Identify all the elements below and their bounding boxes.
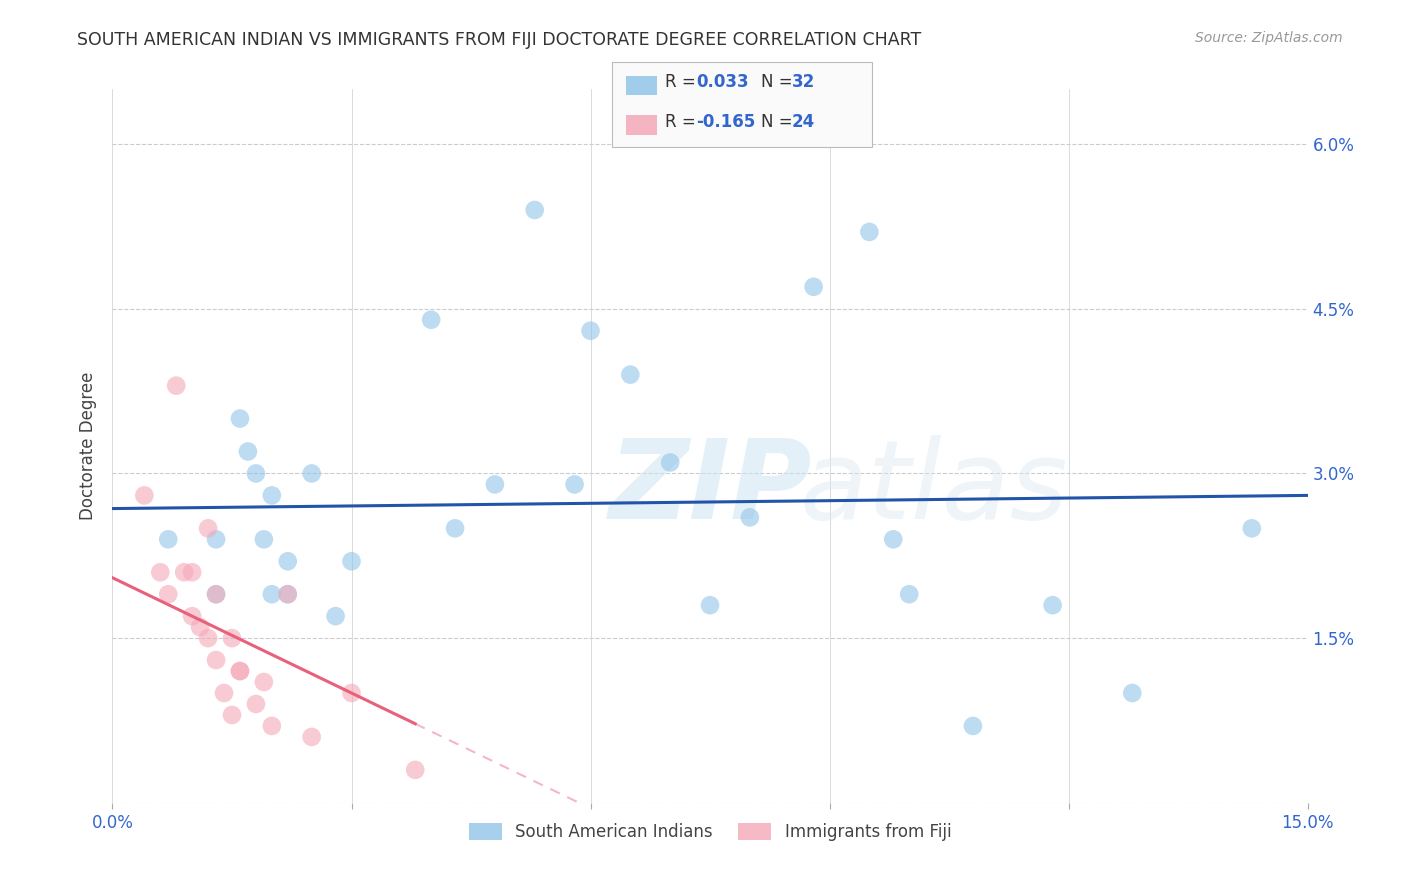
Point bbox=[579, 324, 602, 338]
Point bbox=[134, 488, 156, 502]
Point bbox=[882, 533, 904, 547]
Text: N =: N = bbox=[761, 113, 797, 131]
Point bbox=[260, 587, 283, 601]
Point bbox=[738, 510, 761, 524]
Point bbox=[420, 312, 443, 326]
Point bbox=[245, 467, 267, 481]
Point bbox=[165, 378, 187, 392]
Point bbox=[205, 653, 228, 667]
Point bbox=[444, 521, 467, 535]
Point bbox=[188, 620, 211, 634]
Point bbox=[898, 587, 921, 601]
Text: R =: R = bbox=[665, 113, 702, 131]
Y-axis label: Doctorate Degree: Doctorate Degree bbox=[79, 372, 97, 520]
Point bbox=[197, 631, 219, 645]
Text: N =: N = bbox=[761, 73, 797, 91]
Point bbox=[699, 598, 721, 612]
Point bbox=[253, 675, 276, 690]
Text: SOUTH AMERICAN INDIAN VS IMMIGRANTS FROM FIJI DOCTORATE DEGREE CORRELATION CHART: SOUTH AMERICAN INDIAN VS IMMIGRANTS FROM… bbox=[77, 31, 921, 49]
Point bbox=[277, 587, 299, 601]
Point bbox=[340, 554, 363, 568]
Point bbox=[484, 477, 506, 491]
Point bbox=[277, 587, 299, 601]
Point bbox=[523, 202, 546, 217]
Legend: South American Indians, Immigrants from Fiji: South American Indians, Immigrants from … bbox=[463, 816, 957, 848]
Point bbox=[858, 225, 880, 239]
Point bbox=[260, 488, 283, 502]
Point bbox=[157, 587, 180, 601]
Text: R =: R = bbox=[665, 73, 702, 91]
Point bbox=[157, 533, 180, 547]
Point bbox=[197, 521, 219, 535]
Point bbox=[205, 587, 228, 601]
Point bbox=[564, 477, 586, 491]
Point bbox=[205, 587, 228, 601]
Point bbox=[205, 533, 228, 547]
Point bbox=[1240, 521, 1263, 535]
Point bbox=[340, 686, 363, 700]
Point bbox=[1121, 686, 1143, 700]
Point bbox=[221, 631, 243, 645]
Point bbox=[301, 730, 323, 744]
Point bbox=[236, 444, 259, 458]
Text: -0.165: -0.165 bbox=[696, 113, 755, 131]
Point bbox=[962, 719, 984, 733]
Text: 32: 32 bbox=[792, 73, 815, 91]
Point bbox=[1042, 598, 1064, 612]
Point bbox=[803, 280, 825, 294]
Point bbox=[619, 368, 641, 382]
Text: 0.033: 0.033 bbox=[696, 73, 748, 91]
Point bbox=[404, 763, 426, 777]
Point bbox=[245, 697, 267, 711]
Point bbox=[173, 566, 195, 580]
Text: atlas: atlas bbox=[800, 435, 1069, 542]
Point bbox=[181, 609, 204, 624]
Point bbox=[277, 554, 299, 568]
Text: Source: ZipAtlas.com: Source: ZipAtlas.com bbox=[1195, 31, 1343, 45]
Point bbox=[229, 664, 252, 678]
Point bbox=[229, 664, 252, 678]
Point bbox=[212, 686, 235, 700]
Text: ZIP: ZIP bbox=[609, 435, 811, 542]
Point bbox=[253, 533, 276, 547]
Point bbox=[325, 609, 347, 624]
Point bbox=[659, 455, 682, 469]
Point bbox=[260, 719, 283, 733]
Point bbox=[149, 566, 172, 580]
Point bbox=[181, 566, 204, 580]
Point bbox=[229, 411, 252, 425]
Point bbox=[221, 708, 243, 723]
Point bbox=[301, 467, 323, 481]
Text: 24: 24 bbox=[792, 113, 815, 131]
